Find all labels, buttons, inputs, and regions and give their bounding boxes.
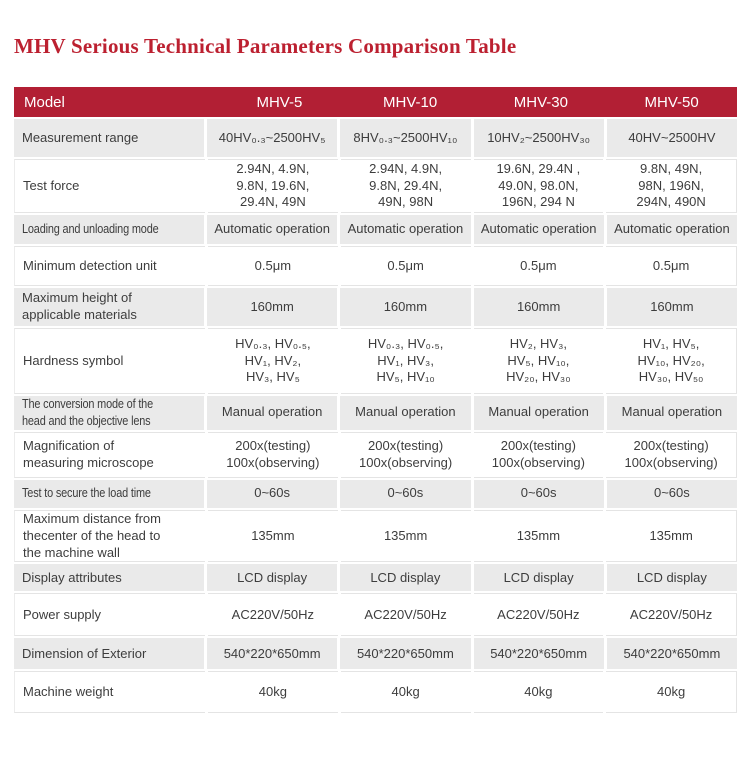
cell-value: HV₂, HV₃, HV₅, HV₁₀, HV₂₀, HV₃₀ — [473, 328, 604, 394]
cell-value: 40HV₀.₃~2500HV₅ — [207, 119, 338, 157]
cell-value: LCD display — [473, 564, 604, 592]
table-row: Power supply AC220V/50Hz AC220V/50Hz AC220V… — [14, 593, 737, 637]
page-title: MHV Serious Technical Parameters Compari… — [14, 34, 517, 58]
header-column: MHV-5 — [256, 93, 303, 111]
row-label: Hardness symbol — [14, 328, 205, 394]
table-row: Display attributes LCD display LCD display… — [14, 564, 737, 592]
table-row: Magnification of measuring microscope 200… — [14, 431, 737, 478]
row-label: Machine weight — [14, 671, 205, 714]
cell-value: 135mm — [340, 509, 471, 563]
row-label: The conversion mode of the head and the … — [14, 396, 204, 430]
cell-value: 40kg — [473, 671, 604, 714]
row-label: Test to secure the load time — [14, 479, 204, 508]
row-label: Power supply — [14, 593, 205, 637]
cell-value: 9.8N, 49N, 98N, 196N, 294N, 490N — [606, 159, 737, 213]
table-row: Hardness symbol HV₀.₃, HV₀.₅, HV₁, HV₂, H… — [14, 328, 737, 394]
row-label: Magnification of measuring microscope — [14, 431, 205, 478]
cell-value: 200x(testing) 100x(observing) — [208, 431, 338, 478]
cell-value: 200x(testing) 100x(observing) — [340, 431, 471, 478]
cell-value: 40kg — [208, 671, 338, 714]
cell-value: 160mm — [207, 288, 338, 326]
cell-value: 200x(testing) 100x(observing) — [606, 431, 737, 478]
cell-value: Automatic operation — [473, 215, 604, 244]
table-row: The conversion mode of the head and the … — [14, 396, 737, 430]
table-body: Measurement range 40HV₀.₃~2500HV₅ 8HV₀.₃~2… — [14, 119, 737, 714]
cell-value: 160mm — [606, 288, 737, 326]
cell-value: 0~60s — [606, 479, 737, 508]
cell-value: 40kg — [606, 671, 737, 714]
cell-value: Manual operation — [606, 396, 737, 430]
cell-value: 8HV₀.₃~2500HV₁₀ — [340, 119, 471, 157]
table-row: Dimension of Exterior 540*220*650mm 540*22… — [14, 638, 737, 670]
row-label: Minimum detection unit — [14, 246, 205, 286]
row-label: Loading and unloading mode — [14, 215, 204, 244]
cell-value: 135mm — [208, 509, 338, 563]
cell-value: Manual operation — [340, 396, 471, 430]
row-label: Test force — [14, 159, 205, 213]
cell-value: LCD display — [606, 564, 737, 592]
cell-value: 2.94N, 4.9N, 9.8N, 19.6N, 29.4N, 49N — [208, 159, 338, 213]
cell-value: HV₀.₃, HV₀.₅, HV₁, HV₃, HV₅, HV₁₀ — [340, 328, 471, 394]
row-label: Measurement range — [14, 119, 204, 157]
cell-value: 0.5μm — [606, 246, 737, 286]
cell-value: Manual operation — [207, 396, 338, 430]
cell-value: 19.6N, 29.4N , 49.0N, 98.0N, 196N, 294 N — [473, 159, 604, 213]
cell-value: AC220V/50Hz — [340, 593, 471, 637]
table-row: Loading and unloading mode Automatic oper… — [14, 215, 737, 244]
table-row: Minimum detection unit 0.5μm 0.5μm 0.5μm 0.5… — [14, 246, 737, 286]
cell-value: 0~60s — [473, 479, 604, 508]
cell-value: 0.5μm — [473, 246, 604, 286]
header-column: MHV-30 — [513, 93, 568, 111]
header-column: MHV-10 — [383, 93, 438, 111]
header-column: MHV-50 — [644, 93, 699, 111]
cell-value: 160mm — [473, 288, 604, 326]
cell-value: 160mm — [340, 288, 471, 326]
cell-value: 10HV₂~2500HV₃₀ — [473, 119, 604, 157]
parameters-table: Model MHV-5 MHV-10 MHV-30 MHV-50 Measure… — [14, 87, 737, 714]
cell-value: 135mm — [606, 509, 737, 563]
cell-value: LCD display — [340, 564, 471, 592]
cell-value: HV₁, HV₅, HV₁₀, HV₂₀, HV₃₀, HV₅₀ — [606, 328, 737, 394]
cell-value: 40kg — [340, 671, 471, 714]
cell-value: 40HV~2500HV — [606, 119, 737, 157]
cell-value: 540*220*650mm — [340, 638, 471, 670]
row-label: Maximum height of applicable materials — [14, 288, 204, 326]
cell-value: Automatic operation — [340, 215, 471, 244]
cell-value: 0.5μm — [208, 246, 338, 286]
cell-value: 540*220*650mm — [207, 638, 338, 670]
header-model-cell: Model — [24, 93, 65, 111]
table-row: Maximum distance from thecenter of the h… — [14, 509, 737, 563]
table-header-row: Model MHV-5 MHV-10 MHV-30 MHV-50 — [14, 87, 737, 117]
cell-value: AC220V/50Hz — [473, 593, 604, 637]
table-row: Maximum height of applicable materials 16… — [14, 288, 737, 326]
table-row: Test to secure the load time 0~60s 0~60s 0~… — [14, 479, 737, 508]
cell-value: Manual operation — [473, 396, 604, 430]
table-row: Machine weight 40kg 40kg 40kg 40kg — [14, 671, 737, 714]
cell-value: 0.5μm — [340, 246, 471, 286]
row-label: Display attributes — [14, 564, 204, 592]
row-label: Dimension of Exterior — [14, 638, 204, 670]
table-row: Test force 2.94N, 4.9N, 9.8N, 19.6N, 29.4… — [14, 159, 737, 213]
cell-value: AC220V/50Hz — [606, 593, 737, 637]
cell-value: HV₀.₃, HV₀.₅, HV₁, HV₂, HV₃, HV₅ — [208, 328, 338, 394]
cell-value: Automatic operation — [207, 215, 338, 244]
cell-value: 135mm — [473, 509, 604, 563]
cell-value: Automatic operation — [606, 215, 737, 244]
cell-value: AC220V/50Hz — [208, 593, 338, 637]
cell-value: 2.94N, 4.9N, 9.8N, 29.4N, 49N, 98N — [340, 159, 471, 213]
cell-value: 540*220*650mm — [606, 638, 737, 670]
table-row: Measurement range 40HV₀.₃~2500HV₅ 8HV₀.₃~2… — [14, 119, 737, 157]
row-label: Maximum distance from thecenter of the h… — [14, 509, 205, 563]
cell-value: 0~60s — [340, 479, 471, 508]
cell-value: 0~60s — [207, 479, 338, 508]
cell-value: 540*220*650mm — [473, 638, 604, 670]
cell-value: 200x(testing) 100x(observing) — [473, 431, 604, 478]
cell-value: LCD display — [207, 564, 338, 592]
